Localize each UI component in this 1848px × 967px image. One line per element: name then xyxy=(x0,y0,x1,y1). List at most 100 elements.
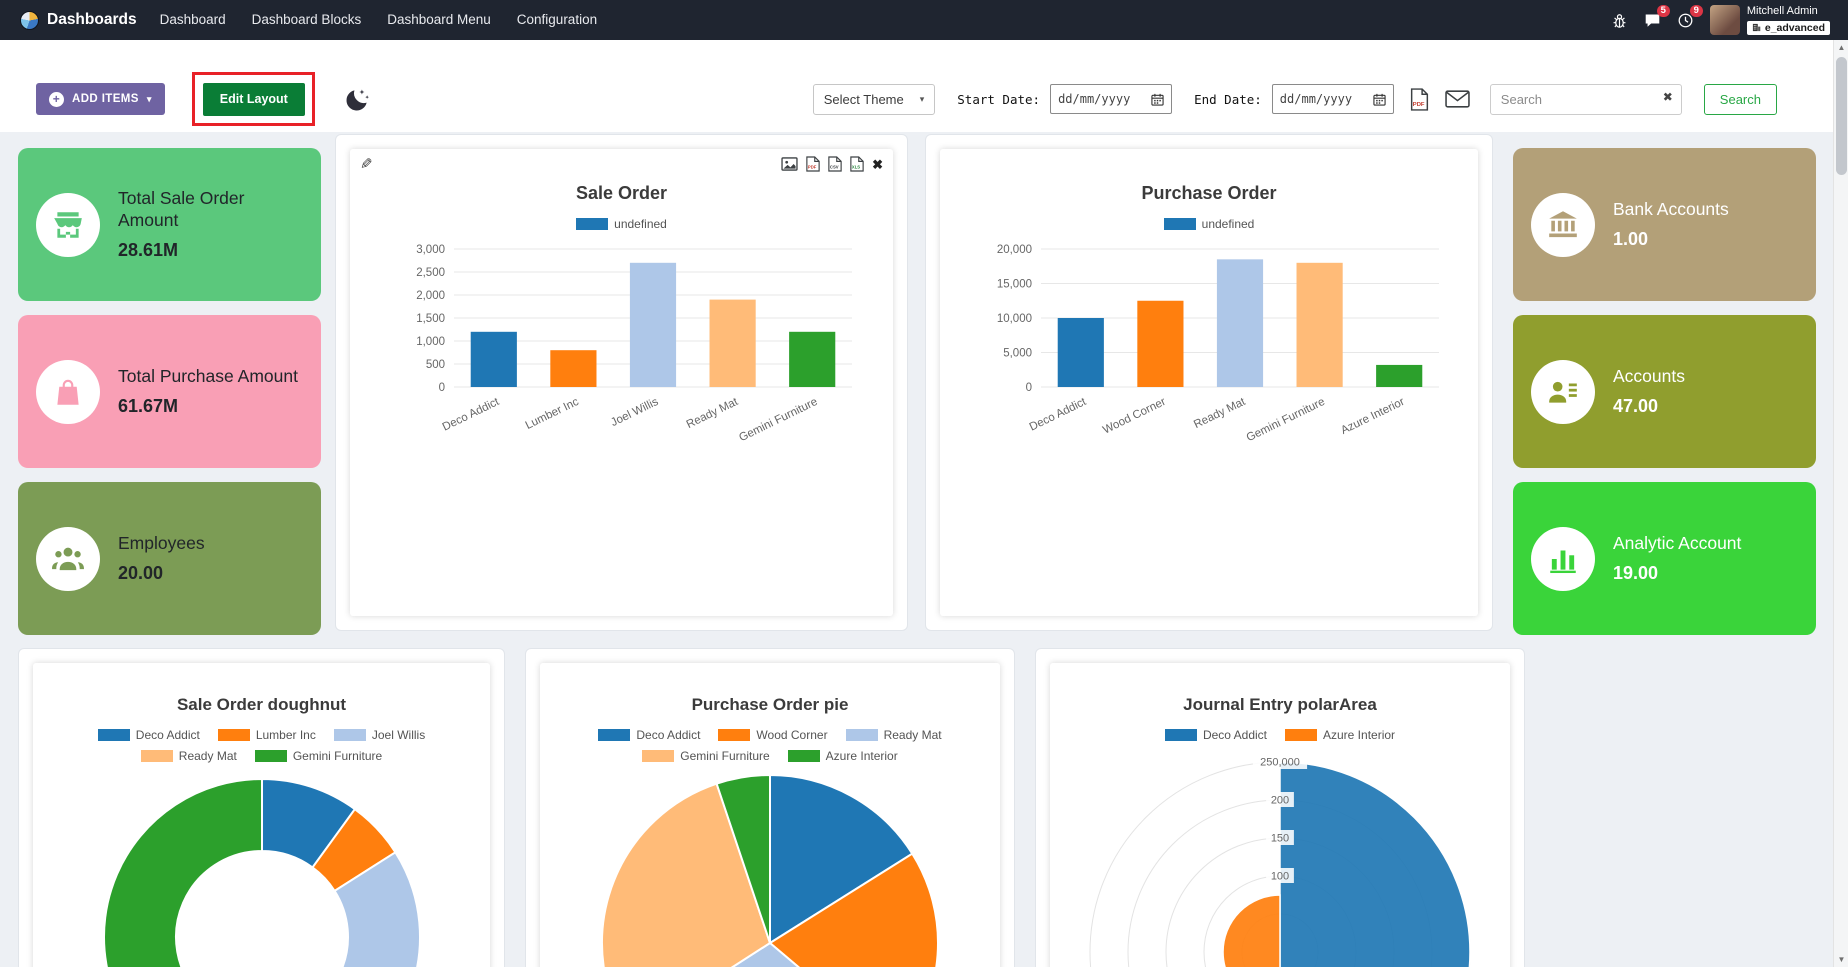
legend-item[interactable]: Deco Addict xyxy=(598,728,700,742)
legend-label: undefined xyxy=(1201,217,1255,231)
legend-label: Lumber Inc xyxy=(255,728,316,742)
svg-text:Ready Mat: Ready Mat xyxy=(684,396,740,432)
kpi-tile-accounts[interactable]: Accounts 47.00 xyxy=(1513,315,1816,468)
start-date-value: dd/mm/yyyy xyxy=(1058,92,1131,106)
legend-item[interactable]: Gemini Furniture xyxy=(254,749,383,763)
legend-swatch xyxy=(254,750,287,762)
legend-item[interactable]: Joel Willis xyxy=(333,728,425,742)
svg-text:150: 150 xyxy=(1271,833,1289,845)
kpi-title: Bank Accounts xyxy=(1613,199,1729,220)
employees-icon xyxy=(51,542,85,576)
theme-select[interactable]: Select Theme ▾ xyxy=(812,83,936,115)
edit-layout-button[interactable]: Edit Layout xyxy=(202,82,305,116)
legend-item[interactable]: Deco Addict xyxy=(97,728,200,742)
scroll-up-arrow[interactable]: ▲ xyxy=(1837,43,1846,52)
svg-text:Azure Interior: Azure Interior xyxy=(1339,396,1406,437)
search-button[interactable]: Search xyxy=(1703,83,1777,115)
add-items-label: ADD ITEMS xyxy=(72,93,139,105)
svg-text:1,500: 1,500 xyxy=(416,313,445,325)
kpi-tile-total-sale-order[interactable]: Total Sale Order Amount 28.61M xyxy=(18,148,321,301)
legend-swatch xyxy=(598,729,631,741)
scrollbar-thumb[interactable] xyxy=(1836,57,1847,175)
export-pdf-icon[interactable]: PDF xyxy=(806,156,820,172)
legend-item[interactable]: Gemini Furniture xyxy=(642,749,770,763)
clear-search-icon[interactable]: ✖ xyxy=(1662,89,1673,104)
activities-icon[interactable]: 9 xyxy=(1677,4,1703,29)
sale-order-doughnut-chart xyxy=(96,771,428,967)
export-xls-icon[interactable]: XLS xyxy=(850,156,864,172)
legend-item[interactable]: Deco Addict xyxy=(1164,728,1267,742)
chart-title: Sale Order doughnut xyxy=(176,695,347,714)
legend-item[interactable]: Azure Interior xyxy=(1285,728,1395,742)
legend-label: Deco Addict xyxy=(135,728,200,742)
legend-swatch xyxy=(845,729,878,741)
legend-item[interactable]: Wood Corner xyxy=(718,728,828,742)
kpi-title: Total Sale Order Amount xyxy=(118,188,245,230)
journal-entry-polar-chart: 100 150 200 250,000 xyxy=(1050,750,1510,967)
legend-swatch xyxy=(333,729,366,741)
legend-label: Gemini Furniture xyxy=(292,749,383,763)
legend-swatch xyxy=(642,750,675,762)
svg-text:Lumber Inc: Lumber Inc xyxy=(523,396,580,432)
export-csv-icon[interactable]: CSV xyxy=(828,156,842,172)
send-mail-button[interactable] xyxy=(1445,90,1470,108)
purchase-order-pie-chart xyxy=(598,771,942,967)
kpi-value: 47.00 xyxy=(1613,395,1659,416)
export-pdf-button[interactable]: PDF xyxy=(1410,87,1429,111)
user-menu[interactable]: Mitchell Admin e_advanced xyxy=(1709,5,1830,35)
kpi-title: Analytic Account xyxy=(1613,533,1742,554)
export-image-icon[interactable] xyxy=(781,157,798,171)
moon-icon xyxy=(346,89,369,110)
end-date-input[interactable]: dd/mm/yyyy xyxy=(1271,84,1394,114)
store-icon xyxy=(51,208,85,242)
svg-text:XLS: XLS xyxy=(852,165,860,170)
company-chip: e_advanced xyxy=(1746,20,1830,35)
user-name: Mitchell Admin xyxy=(1746,5,1818,18)
legend-swatch xyxy=(1164,729,1197,741)
legend-item[interactable]: undefined xyxy=(576,217,667,231)
svg-text:20,000: 20,000 xyxy=(997,244,1032,256)
kpi-tile-analytic-account[interactable]: Analytic Account 19.00 xyxy=(1513,482,1816,635)
svg-text:Joel Willis: Joel Willis xyxy=(609,396,660,429)
edit-block-icon[interactable]: ✎ xyxy=(360,156,373,173)
search-input[interactable] xyxy=(1489,83,1682,115)
sale-order-chart-block: ✎ PDF CSV XLS ✖ Sale Order undefined 0 50… xyxy=(335,134,908,631)
kpi-tile-total-purchase[interactable]: Total Purchase Amount 61.67M xyxy=(18,315,321,468)
kpi-value: 20.00 xyxy=(118,562,164,583)
svg-text:Wood Corner: Wood Corner xyxy=(1101,396,1168,437)
nav-item-dashboard-blocks[interactable]: Dashboard Blocks xyxy=(251,12,362,27)
svg-text:Gemini Furniture: Gemini Furniture xyxy=(737,396,819,444)
nav-item-configuration[interactable]: Configuration xyxy=(516,12,598,27)
legend-item[interactable]: Azure Interior xyxy=(787,749,898,763)
svg-text:Ready Mat: Ready Mat xyxy=(1192,396,1248,432)
nav-item-dashboard[interactable]: Dashboard xyxy=(159,12,226,27)
accounts-icon xyxy=(1546,375,1580,409)
start-date-input[interactable]: dd/mm/yyyy xyxy=(1050,84,1173,114)
messages-icon[interactable]: 5 xyxy=(1644,4,1670,29)
kpi-title: Total Purchase Amount xyxy=(118,366,298,387)
legend-item[interactable]: Ready Mat xyxy=(845,728,942,742)
brand-title: Dashboards xyxy=(47,11,137,28)
legend-item[interactable]: undefined xyxy=(1163,217,1255,231)
kpi-tile-bank-accounts[interactable]: Bank Accounts 1.00 xyxy=(1513,148,1816,301)
kpi-tile-employees[interactable]: Employees 20.00 xyxy=(18,482,321,635)
svg-text:3,000: 3,000 xyxy=(416,244,445,256)
chart-legend: Deco Addict Lumber Inc Joel Willis Ready Ma… xyxy=(86,728,438,763)
add-items-button[interactable]: + ADD ITEMS ▾ xyxy=(36,83,165,115)
app-switcher[interactable]: Dashboards xyxy=(10,10,147,30)
dark-mode-toggle[interactable] xyxy=(345,87,370,112)
legend-item[interactable]: Ready Mat xyxy=(140,749,237,763)
legend-swatch xyxy=(140,750,173,762)
scroll-down-arrow[interactable]: ▼ xyxy=(1837,955,1846,964)
svg-text:15,000: 15,000 xyxy=(997,279,1032,291)
kpi-value: 61.67M xyxy=(118,395,179,416)
vertical-scrollbar[interactable]: ▲ ▼ xyxy=(1833,40,1848,967)
bug-icon[interactable] xyxy=(1611,12,1628,29)
nav-item-dashboard-menu[interactable]: Dashboard Menu xyxy=(387,12,491,27)
chart-legend: Deco Addict Azure Interior xyxy=(1164,728,1395,742)
close-icon[interactable]: ✖ xyxy=(872,156,883,172)
chart-legend: undefined xyxy=(576,217,667,231)
legend-swatch xyxy=(217,729,250,741)
start-date-label: Start Date: xyxy=(957,91,1041,107)
legend-item[interactable]: Lumber Inc xyxy=(217,728,316,742)
